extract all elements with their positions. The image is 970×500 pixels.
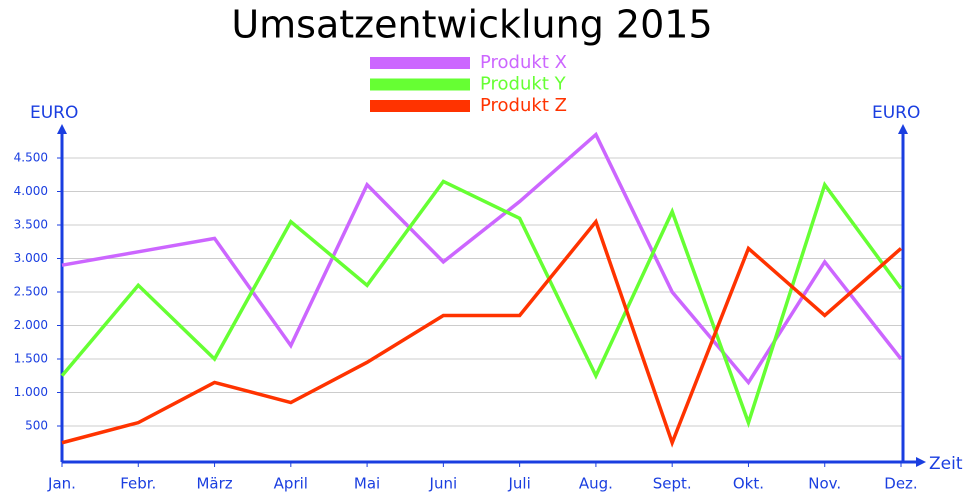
- series-line: [61, 131, 903, 386]
- legend-label: Produkt X: [480, 52, 567, 73]
- y-tick-label: 500: [25, 419, 48, 433]
- y2-axis-arrow: [898, 124, 908, 134]
- series-line: [61, 218, 903, 448]
- x-axis-arrow: [916, 457, 926, 467]
- y-tick-label: 1.000: [14, 385, 48, 399]
- x-tick-label: April: [274, 475, 308, 493]
- legend-swatch: [370, 100, 470, 112]
- legend-label: Produkt Z: [480, 95, 567, 116]
- x-tick-label: Nov.: [808, 475, 841, 493]
- x-tick-label: Jan.: [47, 475, 76, 493]
- y-tick-label: 4.000: [14, 184, 48, 198]
- y-tick-label: 4.500: [14, 151, 48, 165]
- y-tick-label: 2.000: [14, 318, 48, 332]
- x-tick-label: Juli: [508, 475, 531, 493]
- x-tick-label: Aug.: [579, 475, 613, 493]
- y-axis-arrow: [57, 124, 67, 134]
- legend-swatch: [370, 78, 470, 91]
- chart-title: Umsatzentwicklung 2015: [231, 3, 712, 47]
- x-tick-label: Febr.: [120, 475, 156, 493]
- legend-swatch: [370, 57, 470, 69]
- y-axis-label: EURO: [30, 103, 78, 123]
- legend-label: Produkt Y: [480, 74, 567, 95]
- series-line: [60, 179, 903, 429]
- x-tick-label: Dez.: [884, 475, 917, 493]
- y-tick-label: 3.000: [14, 251, 48, 265]
- x-tick-label: Juni: [429, 475, 458, 493]
- y2-axis-label: EURO: [872, 103, 920, 123]
- x-tick-label: Okt.: [733, 475, 764, 493]
- x-axis-label: Zeit: [929, 454, 963, 474]
- y-tick-label: 2.500: [14, 285, 48, 299]
- x-tick-label: Sept.: [653, 475, 692, 493]
- x-tick-label: Mai: [354, 475, 380, 493]
- y-tick-label: 1.500: [14, 352, 48, 366]
- y-tick-label: 3.500: [14, 218, 48, 232]
- x-tick-label: März: [196, 475, 232, 493]
